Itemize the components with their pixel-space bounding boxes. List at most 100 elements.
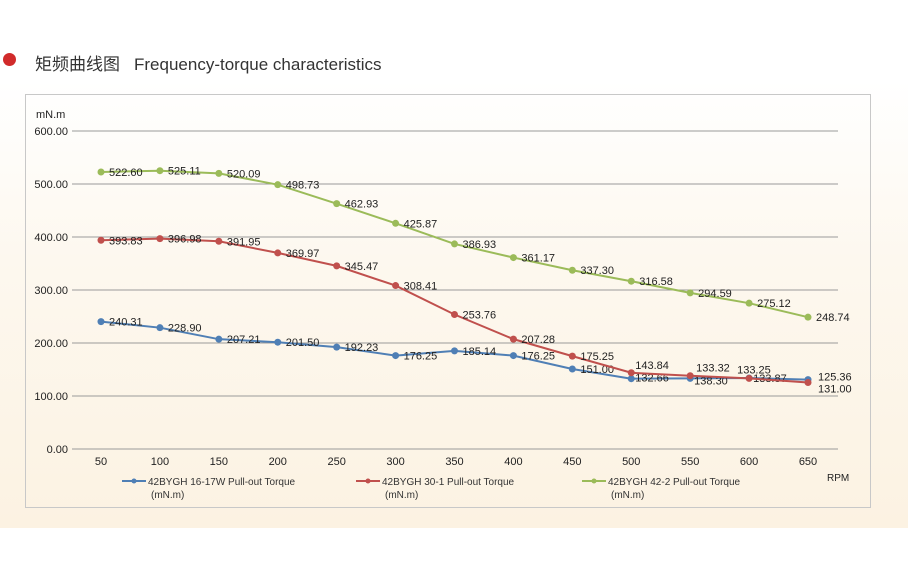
y-tick-label: 500.00 (34, 179, 68, 191)
data-point (333, 262, 341, 270)
data-point (156, 324, 164, 332)
data-point (804, 379, 812, 387)
data-point (509, 254, 517, 262)
series-1: 240.31 228.90 207.21 201.50 192.23 176.25 185.… (97, 317, 852, 387)
x-tick-label: 650 (799, 456, 817, 468)
data-label: 393.83 (109, 235, 143, 247)
data-label: 275.12 (757, 298, 791, 310)
data-point (745, 374, 753, 382)
title-chinese: 矩频曲线图 (35, 55, 120, 74)
data-point (568, 266, 576, 274)
x-axis-ticks: 50 100 150 200 250 300 350 400 450 500 550 600 650 (95, 456, 817, 468)
data-label: 192.23 (345, 342, 379, 354)
data-point (509, 335, 517, 343)
data-label: 143.84 (635, 360, 669, 372)
legend-label: 42BYGH 16-17W Pull-out Torque (148, 477, 296, 488)
data-point (686, 372, 694, 380)
x-tick-label: 550 (681, 456, 699, 468)
x-axis-label: RPM (827, 473, 849, 484)
data-point (333, 343, 341, 351)
data-point (156, 167, 164, 175)
data-point (627, 369, 635, 377)
data-label: 131.00 (818, 384, 852, 396)
data-label: 316.58 (639, 276, 673, 288)
data-label: 176.25 (404, 351, 438, 363)
data-label: 185.14 (463, 346, 497, 358)
data-label: 345.47 (345, 261, 379, 273)
y-tick-label: 100.00 (34, 391, 68, 403)
data-label: 201.50 (286, 337, 320, 349)
data-point (509, 352, 517, 360)
data-point (451, 311, 458, 319)
data-label: 138.30 (694, 375, 728, 387)
data-point (215, 169, 223, 177)
y-axis-ticks: 0.00 100.00 200.00 300.00 400.00 500.00 600.00 (34, 126, 68, 456)
x-tick-label: 350 (445, 456, 463, 468)
data-point (215, 335, 223, 343)
data-label: 176.25 (521, 351, 555, 363)
data-label: 248.74 (816, 312, 850, 324)
data-label: 125.36 (818, 372, 852, 384)
section-title: 矩频曲线图 Frequency-torque characteristics (35, 50, 382, 75)
data-point (627, 375, 635, 383)
data-point (392, 219, 400, 227)
data-label: 369.97 (286, 248, 320, 260)
data-label: 522.60 (109, 167, 143, 179)
data-point (568, 365, 576, 373)
section-bullet-icon (3, 53, 16, 66)
data-label: 525.11 (168, 166, 201, 178)
series-group: 240.31 228.90 207.21 201.50 192.23 176.25 185.… (97, 166, 852, 396)
chart-frame (25, 94, 871, 508)
legend-unit: (mN.m) (151, 490, 184, 501)
x-tick-label: 600 (740, 456, 758, 468)
title-english: Frequency-torque characteristics (134, 55, 382, 74)
data-label: 498.73 (286, 180, 320, 192)
x-tick-label: 500 (622, 456, 640, 468)
series-line (100, 237, 809, 384)
x-tick-label: 250 (327, 456, 345, 468)
legend-label: 42BYGH 30-1 Pull-out Torque (382, 477, 515, 488)
y-tick-label: 300.00 (34, 285, 68, 297)
y-tick-label: 600.00 (34, 126, 68, 138)
data-label: 175.25 (580, 351, 614, 363)
data-point (451, 240, 458, 248)
data-label: 396.98 (168, 234, 202, 246)
data-label: 240.31 (109, 317, 143, 329)
data-point (333, 200, 341, 208)
data-label: 133.32 (696, 363, 730, 375)
x-tick-label: 200 (269, 456, 287, 468)
data-label: 228.90 (168, 323, 202, 335)
data-point (215, 237, 223, 245)
data-point (156, 235, 164, 243)
y-tick-label: 400.00 (34, 232, 68, 244)
y-axis-label: mN.m (36, 109, 65, 121)
series-2: 393.83 396.98 391.95 369.97 345.47 308.41 253.… (97, 234, 852, 396)
x-tick-label: 50 (95, 456, 107, 468)
data-label: 337.30 (580, 265, 614, 277)
legend-swatch-marker (365, 478, 371, 484)
data-label: 151.00 (580, 364, 614, 376)
legend-unit: (mN.m) (385, 490, 418, 501)
legend-unit: (mN.m) (611, 490, 644, 501)
legend-swatch-marker (131, 478, 137, 484)
data-point (627, 277, 635, 285)
data-point (274, 338, 282, 346)
data-label: 132.66 (635, 373, 669, 385)
data-point (392, 352, 400, 360)
data-label: 391.95 (227, 236, 261, 248)
data-point (274, 181, 282, 189)
data-point (97, 168, 105, 176)
data-point (745, 299, 753, 307)
data-label: 133.25 (737, 364, 771, 376)
x-tick-label: 150 (210, 456, 228, 468)
data-label: 308.41 (404, 281, 438, 293)
data-point (568, 352, 576, 360)
data-label: 207.21 (227, 334, 261, 346)
data-point (804, 313, 812, 321)
x-tick-label: 400 (504, 456, 522, 468)
data-label: 207.28 (521, 334, 555, 346)
x-tick-label: 100 (151, 456, 169, 468)
data-label: 386.93 (463, 239, 497, 251)
y-tick-label: 200.00 (34, 338, 68, 350)
